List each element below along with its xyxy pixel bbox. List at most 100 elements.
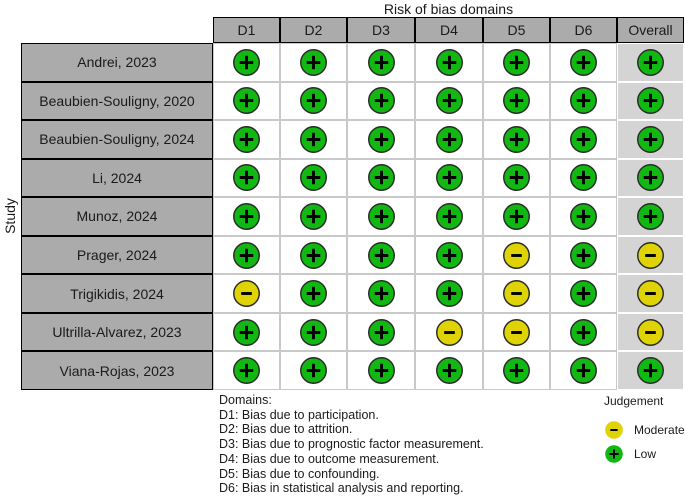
- legend-item-label: Moderate: [634, 423, 685, 437]
- low-judgement-icon: [570, 87, 597, 115]
- low-judgement-icon: [233, 48, 260, 76]
- low-judgement-icon: [570, 280, 597, 308]
- moderate-judgement-icon: [637, 318, 664, 346]
- low-judgement-icon: [367, 125, 395, 153]
- column-header-d4: D4: [415, 17, 483, 43]
- judgement-cell: [415, 235, 483, 275]
- judgement-cell: [415, 43, 483, 82]
- judgement-cell: [617, 81, 684, 121]
- judgement-cell: [347, 197, 415, 236]
- judgement-cell: [550, 274, 617, 313]
- column-header-d2: D2: [280, 17, 347, 43]
- low-judgement-icon: [637, 48, 664, 76]
- study-label: Andrei, 2023: [21, 43, 213, 82]
- judgement-cell: [617, 120, 684, 159]
- legend-title: Judgement: [604, 394, 664, 408]
- low-judgement-icon: [435, 125, 463, 153]
- moderate-judgement-icon: [637, 280, 664, 308]
- judgement-cell: [415, 312, 483, 352]
- judgement-cell: [213, 351, 280, 390]
- domain-definition: D5: Bias due to confounding.: [219, 466, 380, 481]
- low-judgement-icon: [503, 87, 530, 115]
- low-judgement-icon: [570, 202, 597, 230]
- judgement-cell: [280, 81, 347, 121]
- low-judgement-icon: [367, 87, 395, 115]
- judgement-cell: [483, 351, 550, 390]
- footnote-heading: Domains:: [219, 393, 272, 407]
- low-judgement-icon: [300, 125, 327, 153]
- low-judgement-icon: [300, 87, 327, 115]
- judgement-cell: [483, 43, 550, 82]
- study-label: Trigikidis, 2024: [21, 274, 213, 313]
- judgement-cell: [280, 197, 347, 236]
- moderate-judgement-icon: [637, 241, 664, 269]
- judgement-cell: [617, 312, 684, 352]
- low-judgement-icon: [637, 87, 664, 115]
- judgement-cell: [415, 158, 483, 198]
- judgement-cell: [347, 158, 415, 198]
- domains-footnote: Domains: D1: Bias due to participation. D…: [219, 393, 484, 496]
- judgement-cell: [280, 235, 347, 275]
- low-judgement-icon: [435, 357, 463, 385]
- judgement-legend: Judgement Moderate Low: [604, 394, 685, 468]
- column-header-d5: D5: [483, 17, 550, 43]
- low-judgement-icon: [637, 202, 664, 230]
- low-judgement-icon: [503, 125, 530, 153]
- low-judgement-icon: [300, 164, 327, 192]
- low-judgement-icon: [570, 48, 597, 76]
- judgement-cell: [280, 43, 347, 82]
- judgement-cell: [617, 43, 684, 82]
- low-judgement-icon: [435, 241, 463, 269]
- judgement-cell: [617, 274, 684, 313]
- low-judgement-icon: [570, 241, 597, 269]
- judgement-cell: [347, 274, 415, 313]
- judgement-cell: [415, 197, 483, 236]
- judgement-cell: [280, 351, 347, 390]
- low-judgement-icon: [300, 48, 327, 76]
- low-judgement-icon: [637, 125, 664, 153]
- low-judgement-icon: [435, 280, 463, 308]
- table-corner-spacer: [21, 17, 213, 43]
- judgement-cell: [483, 274, 550, 313]
- low-judgement-icon: [233, 125, 260, 153]
- domain-definition: D3: Bias due to prognostic factor measur…: [219, 437, 484, 452]
- moderate-judgement-icon: [503, 318, 530, 346]
- low-judgement-icon: [503, 48, 530, 76]
- domain-definition: D1: Bias due to participation.: [219, 407, 379, 422]
- low-judgement-icon: [435, 164, 463, 192]
- judgement-cell: [617, 197, 684, 236]
- column-header-d3: D3: [347, 17, 415, 43]
- judgement-cell: [483, 312, 550, 352]
- low-judgement-icon: [367, 202, 395, 230]
- legend-item-low: Low: [604, 444, 685, 464]
- low-judgement-icon: [435, 48, 463, 76]
- low-judgement-icon: [570, 357, 597, 385]
- domain-definition: D4: Bias due to outcome measurement.: [219, 451, 440, 466]
- low-judgement-icon: [233, 318, 260, 346]
- moderate-judgement-icon: [503, 241, 530, 269]
- judgement-cell: [550, 312, 617, 352]
- study-label: Viana-Rojas, 2023: [21, 351, 213, 390]
- low-judgement-icon: [570, 318, 597, 346]
- moderate-judgement-icon: [233, 280, 260, 308]
- judgement-cell: [483, 197, 550, 236]
- judgement-cell: [280, 120, 347, 159]
- low-judgement-icon: [435, 87, 463, 115]
- low-judgement-icon: [435, 202, 463, 230]
- judgement-cell: [550, 158, 617, 198]
- judgement-cell: [550, 43, 617, 82]
- legend-item-moderate: Moderate: [604, 420, 685, 440]
- low-judgement-icon: [300, 318, 327, 346]
- judgement-cell: [213, 197, 280, 236]
- low-judgement-icon: [367, 318, 395, 346]
- study-label: Beaubien-Souligny, 2020: [21, 81, 213, 121]
- low-judgement-icon: [300, 202, 327, 230]
- moderate-judgement-icon: [503, 280, 530, 308]
- judgement-cell: [483, 235, 550, 275]
- domain-definition: D2: Bias due to attrition.: [219, 422, 353, 437]
- judgement-cell: [213, 43, 280, 82]
- study-label: Prager, 2024: [21, 235, 213, 275]
- low-judgement-icon: [233, 357, 260, 385]
- low-judgement-icon: [605, 445, 623, 463]
- judgement-cell: [280, 274, 347, 313]
